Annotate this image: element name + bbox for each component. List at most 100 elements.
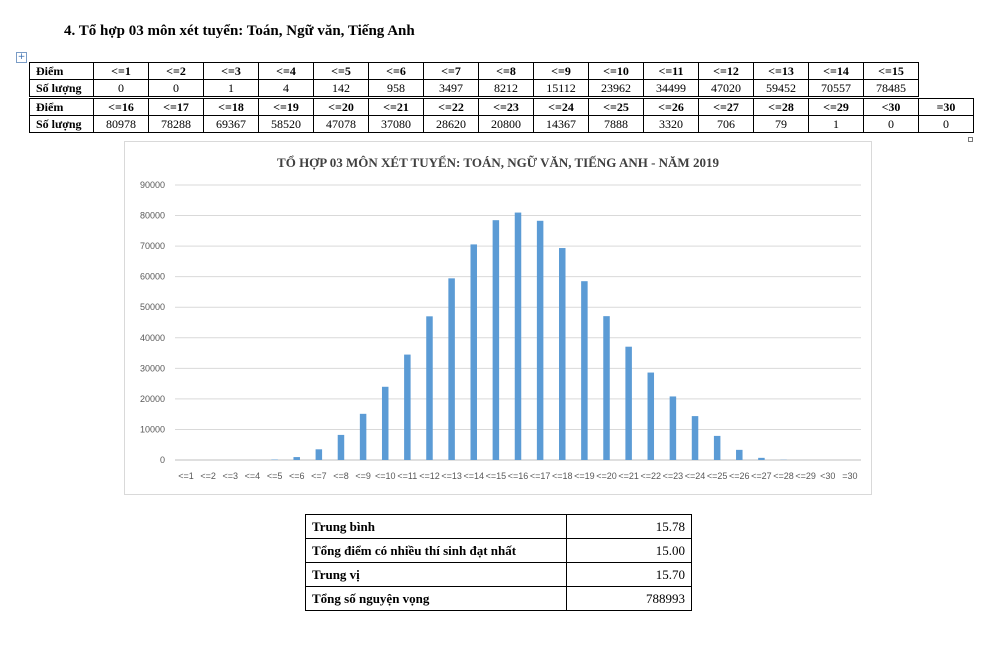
score-header-cell: <=16: [93, 98, 149, 116]
y-tick-label: 70000: [140, 241, 165, 251]
stat-label: Tổng điểm có nhiều thí sinh đạt nhất: [305, 538, 567, 563]
x-tick-label: <=6: [289, 471, 305, 481]
y-tick-label: 90000: [140, 180, 165, 190]
bar[interactable]: [758, 457, 765, 460]
table-move-handle-icon[interactable]: +: [16, 52, 27, 63]
bar[interactable]: [448, 278, 455, 460]
score-count-cell: 706: [698, 115, 754, 133]
bar[interactable]: [492, 220, 500, 460]
bar[interactable]: [559, 248, 566, 460]
score-count-cell: 8212: [478, 79, 534, 97]
bar[interactable]: [581, 281, 588, 460]
stat-value: 15.70: [566, 562, 692, 587]
bar[interactable]: [514, 212, 522, 460]
score-header-cell: <=29: [808, 98, 864, 116]
score-header-cell: <=11: [643, 62, 699, 80]
x-tick-label: <=2: [200, 471, 216, 481]
x-tick-label: <=24: [685, 471, 706, 481]
score-count-cell: 7888: [588, 115, 644, 133]
bar[interactable]: [315, 449, 323, 460]
bar[interactable]: [359, 413, 367, 460]
score-header-cell: <=6: [368, 62, 424, 80]
x-tick-label: <=14: [463, 471, 484, 481]
stat-label: Trung bình: [305, 514, 567, 539]
bar[interactable]: [713, 435, 721, 460]
score-header-cell: <=24: [533, 98, 589, 116]
bar[interactable]: [603, 316, 610, 460]
x-tick-label: <=4: [245, 471, 261, 481]
score-count-cell: 1: [808, 115, 864, 133]
score-count-row: Số lượng 80978 78288 69367 58520 47078 37080 2…: [29, 115, 974, 133]
bar[interactable]: [404, 354, 411, 460]
bar[interactable]: [625, 346, 632, 460]
stat-label: Trung vị: [305, 562, 567, 587]
x-tick-label: <=15: [486, 471, 507, 481]
score-count-cell: 1: [203, 79, 259, 97]
score-header-cell: <=7: [423, 62, 479, 80]
score-count-cell: 142: [313, 79, 369, 97]
score-header-cell: <=20: [313, 98, 369, 116]
score-count-cell: 78485: [863, 79, 919, 97]
score-count-cell: 47020: [698, 79, 754, 97]
bar[interactable]: [426, 316, 433, 460]
distribution-chart[interactable]: TỔ HỢP 03 MÔN XÉT TUYỂN: TOÁN, NGỮ VĂN, …: [124, 141, 872, 495]
score-count-cell: 20800: [478, 115, 534, 133]
bar[interactable]: [337, 434, 345, 460]
stat-label: Tổng số nguyện vọng: [305, 586, 567, 611]
x-tick-label: <=21: [618, 471, 639, 481]
y-tick-label: 10000: [140, 424, 165, 434]
score-count-cell: 958: [368, 79, 424, 97]
score-header-cell: <=25: [588, 98, 644, 116]
score-header-cell: <=13: [753, 62, 809, 80]
x-tick-label: <=22: [641, 471, 662, 481]
score-header-cell: <=19: [258, 98, 314, 116]
bar[interactable]: [381, 386, 389, 460]
bar[interactable]: [669, 396, 677, 460]
row-label-diem: Điểm: [29, 98, 94, 116]
row-label-soluong: Số lượng: [29, 115, 94, 133]
y-tick-label: 30000: [140, 363, 165, 373]
x-tick-label: <=13: [441, 471, 462, 481]
score-count-cell: 34499: [643, 79, 699, 97]
score-count-cell: 4: [258, 79, 314, 97]
bar[interactable]: [536, 220, 544, 460]
score-table-top: Điểm <=1 <=2 <=3 <=4 <=5 <=6 <=7 <=8 <=9 <=10 <=11…: [29, 62, 919, 97]
x-tick-label: <=9: [355, 471, 371, 481]
y-tick-label: 40000: [140, 333, 165, 343]
score-header-row: Điểm <=1 <=2 <=3 <=4 <=5 <=6 <=7 <=8 <=9 <=10 <=11…: [29, 62, 919, 80]
bar[interactable]: [293, 457, 300, 460]
score-header-cell: <=22: [423, 98, 479, 116]
x-tick-label: <=27: [751, 471, 772, 481]
x-tick-label: <=3: [223, 471, 239, 481]
score-header-cell: <=4: [258, 62, 314, 80]
score-header-cell: <30: [863, 98, 919, 116]
score-header-cell: <=18: [203, 98, 259, 116]
x-tick-label: <=7: [311, 471, 327, 481]
bar[interactable]: [647, 372, 655, 460]
x-tick-label: <30: [820, 471, 835, 481]
stat-value: 788993: [566, 586, 692, 611]
x-tick-label: <=16: [508, 471, 529, 481]
stat-value: 15.00: [566, 538, 692, 563]
score-header-cell: <=23: [478, 98, 534, 116]
score-header-cell: <=17: [148, 98, 204, 116]
score-header-cell: =30: [918, 98, 974, 116]
bar[interactable]: [470, 244, 477, 460]
score-count-row: Số lượng 0 0 1 4 142 958 3497 8212 15112 23962 344…: [29, 79, 919, 97]
score-count-cell: 0: [918, 115, 974, 133]
score-count-cell: 69367: [203, 115, 259, 133]
score-count-cell: 15112: [533, 79, 589, 97]
x-tick-label: =30: [842, 471, 857, 481]
resize-handle-icon[interactable]: [968, 137, 973, 142]
bar[interactable]: [736, 449, 743, 460]
x-tick-label: <=25: [707, 471, 728, 481]
score-header-cell: <=3: [203, 62, 259, 80]
stats-row: Tổng số nguyện vọng 788993: [305, 586, 692, 611]
score-header-cell: <=27: [698, 98, 754, 116]
score-header-row: Điểm <=16 <=17 <=18 <=19 <=20 <=21 <=22 <=23 <=2…: [29, 98, 974, 116]
y-tick-label: 0: [160, 455, 165, 465]
score-header-cell: <=26: [643, 98, 699, 116]
bar[interactable]: [691, 416, 699, 460]
x-tick-label: <=11: [397, 471, 417, 481]
score-header-cell: <=28: [753, 98, 809, 116]
